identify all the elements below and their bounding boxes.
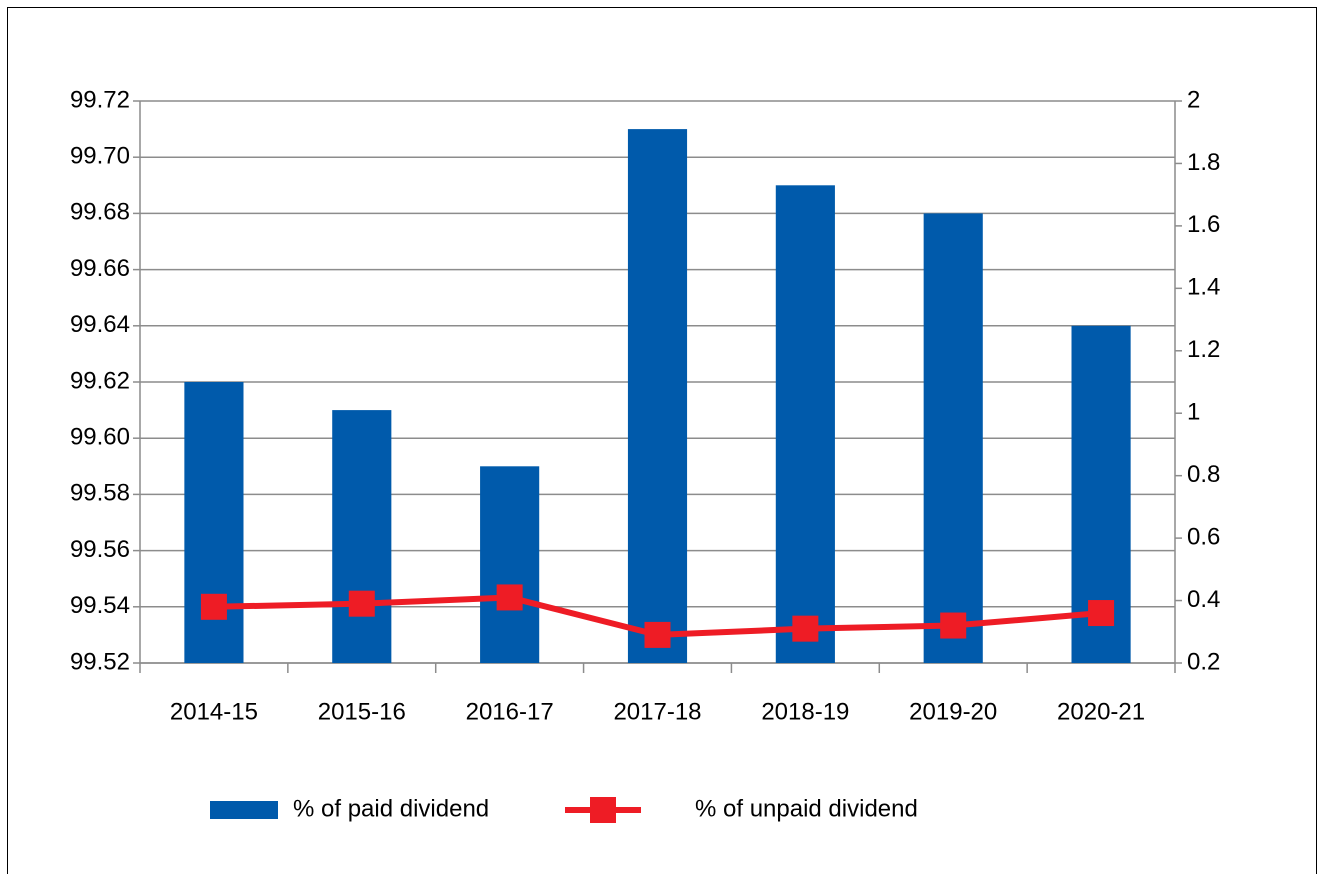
legend-marker xyxy=(590,797,616,823)
x-tick-label: 2019-20 xyxy=(909,698,997,725)
x-tick-label: 2016-17 xyxy=(466,698,554,725)
y2-tick-label: 0.4 xyxy=(1187,586,1220,613)
y2-tick-label: 1.8 xyxy=(1187,149,1220,176)
line-marker xyxy=(200,593,227,620)
y-tick-label: 99.62 xyxy=(70,367,130,394)
bar xyxy=(184,382,244,663)
bar xyxy=(923,213,983,663)
legend-swatch xyxy=(210,801,278,819)
y-tick-label: 99.52 xyxy=(70,648,130,675)
x-tick-label: 2017-18 xyxy=(613,698,701,725)
bar xyxy=(480,466,540,663)
y-tick-label: 99.70 xyxy=(70,143,130,170)
y-tick-label: 99.56 xyxy=(70,536,130,563)
y-tick-label: 99.64 xyxy=(70,311,130,338)
bar xyxy=(627,129,688,664)
y2-tick-label: 0.8 xyxy=(1187,461,1220,488)
y2-tick-label: 2 xyxy=(1187,86,1200,113)
y-tick-label: 99.72 xyxy=(70,86,130,113)
y-tick-label: 99.58 xyxy=(70,480,130,507)
line-marker xyxy=(1088,600,1115,627)
bar xyxy=(332,410,392,663)
x-tick-label: 2014-15 xyxy=(170,698,258,725)
y-tick-label: 99.54 xyxy=(70,592,130,619)
x-tick-label: 2018-19 xyxy=(761,698,849,725)
legend-label: % of paid dividend xyxy=(293,795,489,822)
y-tick-label: 99.66 xyxy=(70,255,130,282)
y2-tick-label: 1.6 xyxy=(1187,211,1220,238)
y2-tick-label: 1.4 xyxy=(1187,274,1220,301)
x-tick-label: 2015-16 xyxy=(318,698,406,725)
y-tick-label: 99.60 xyxy=(70,424,130,451)
line-marker xyxy=(792,615,819,642)
legend-label: % of unpaid dividend xyxy=(695,795,918,822)
chart-frame xyxy=(7,7,1317,874)
bar xyxy=(775,185,835,664)
y2-tick-label: 1.2 xyxy=(1187,336,1220,363)
line-marker xyxy=(644,621,671,648)
y2-tick-label: 0.6 xyxy=(1187,523,1220,550)
y2-tick-label: 1 xyxy=(1187,399,1200,426)
x-tick-label: 2020-21 xyxy=(1057,698,1145,725)
y2-tick-label: 0.2 xyxy=(1187,648,1220,675)
line-marker xyxy=(940,612,967,639)
line-marker xyxy=(496,584,523,611)
y-tick-label: 99.68 xyxy=(70,199,130,226)
line-marker xyxy=(348,590,375,617)
